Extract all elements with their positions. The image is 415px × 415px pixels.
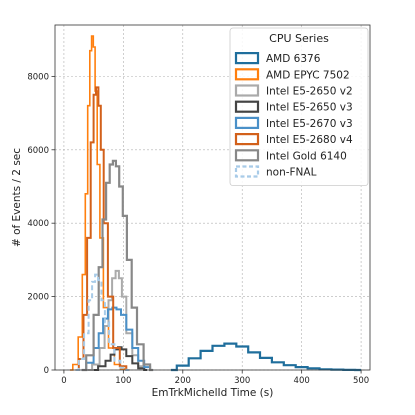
legend-title: CPU Series [269, 32, 329, 45]
y-tick-label: 2000 [27, 293, 49, 303]
series-line-amd-epyc-7502 [69, 35, 130, 371]
legend-entry: AMD 6376 [234, 51, 321, 65]
legend: CPU Series AMD 6376 AMD EPYC 7502 Intel E5… [229, 27, 369, 187]
plot-frame [54, 24, 371, 371]
legend-swatch [234, 133, 260, 146]
x-tick-label: 100 [115, 376, 131, 386]
legend-label: AMD EPYC 7502 [266, 69, 350, 81]
series-line-intel-gold-6140 [81, 159, 154, 372]
legend-entry: non-FNAL [234, 165, 317, 179]
y-axis-label: # of Events / 2 sec [11, 148, 23, 247]
legend-box [229, 27, 369, 187]
y-tick-label: 6000 [27, 146, 49, 156]
legend-swatch [234, 165, 260, 178]
legend-label: Intel E5-2670 v3 [266, 118, 353, 130]
legend-entry: Intel E5-2680 v4 [234, 133, 353, 146]
legend-entries: AMD 6376 AMD EPYC 7502 Intel E5-2650 v2 Int… [234, 51, 353, 179]
legend-swatch [234, 116, 260, 130]
series-line-intel-e5-2670-v3 [81, 306, 154, 371]
x-tick-label: 300 [234, 376, 250, 386]
legend-entry: Intel Gold 6140 [234, 149, 347, 162]
legend-swatch [234, 149, 260, 162]
x-tick-label: 400 [294, 376, 310, 386]
y-tick-label: 4000 [27, 219, 49, 229]
series-layer [69, 35, 362, 372]
x-axis-label: EmTrkMichelId Time (s) [152, 387, 274, 399]
legend-label: Intel E5-2680 v4 [266, 134, 353, 146]
legend-entry: Intel E5-2650 v2 [234, 84, 353, 98]
legend-label: Intel E5-2650 v3 [266, 102, 353, 114]
x-tick-label: 200 [175, 376, 191, 386]
legend-label: AMD 6376 [266, 53, 321, 65]
legend-entry: AMD EPYC 7502 [234, 68, 350, 81]
legend-entry: Intel E5-2650 v3 [234, 100, 353, 114]
legend-swatch [234, 51, 260, 65]
x-tick-label: 0 [61, 376, 66, 386]
legend-swatch [234, 84, 260, 97]
legend-label: non-FNAL [266, 167, 317, 179]
y-tick-label: 0 [44, 366, 49, 376]
x-tick-label: 500 [353, 376, 369, 386]
legend-label: Intel Gold 6140 [266, 150, 347, 162]
series-line-amd-6376 [170, 342, 362, 372]
y-tick-label: 8000 [27, 72, 49, 82]
legend-swatch [234, 100, 260, 113]
legend-label: Intel E5-2650 v2 [266, 86, 353, 98]
series-line-non-fnal [75, 273, 130, 371]
legend-entry: Intel E5-2670 v3 [234, 116, 353, 130]
legend-swatch [234, 68, 260, 81]
axis-ticks: 0 100 200 300 400 500 0 2000 4000 6000 8000 [27, 72, 369, 386]
series-line-intel-e5-2680-v4 [75, 86, 130, 371]
